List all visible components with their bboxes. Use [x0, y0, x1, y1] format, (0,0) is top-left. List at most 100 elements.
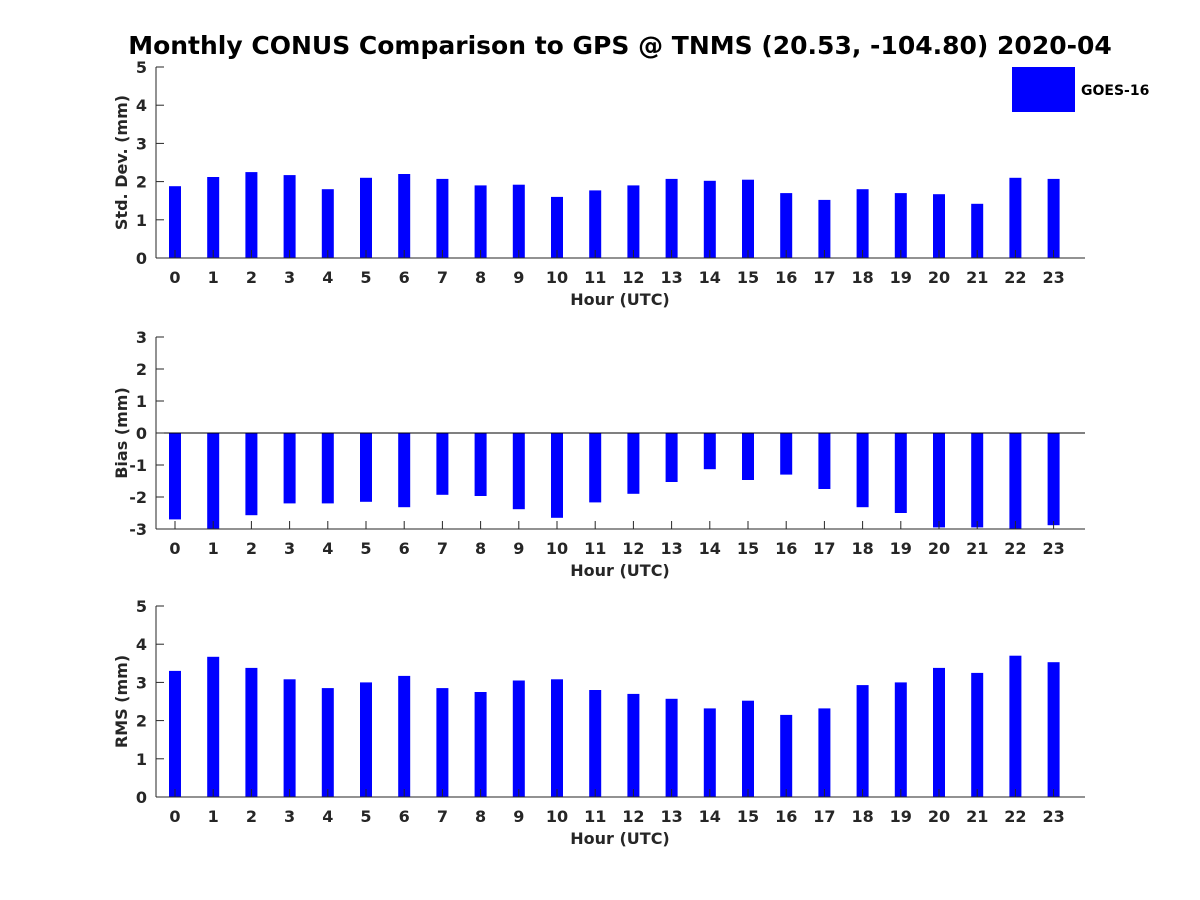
bar-std-dev-hour-10	[551, 196, 563, 258]
bar-rms-hour-15	[742, 700, 754, 797]
y-tick-label-bias: -1	[129, 456, 147, 475]
bar-bias-hour-14	[703, 433, 716, 470]
x-tick-label-bias: 7	[437, 539, 448, 558]
bar-bias-hour-22	[1009, 433, 1022, 529]
y-tick-label-rms: 4	[136, 635, 147, 654]
bar-bias-hour-23	[1047, 433, 1060, 526]
y-tick-label-rms: 5	[136, 597, 147, 616]
bar-rms-hour-11	[589, 690, 602, 797]
bar-std-dev-hour-14	[703, 180, 716, 258]
x-tick-label-std-dev: 13	[660, 268, 682, 287]
x-tick-label-std-dev: 23	[1042, 268, 1064, 287]
x-tick-label-rms: 16	[775, 807, 797, 826]
y-tick-label-bias: -3	[129, 520, 147, 539]
y-axis-title-bias: Bias (mm)	[112, 387, 131, 479]
bar-rms-hour-8	[474, 692, 487, 797]
x-tick-label-bias: 15	[737, 539, 759, 558]
x-tick-label-std-dev: 19	[890, 268, 912, 287]
bar-bias-hour-17	[818, 433, 831, 489]
bar-bias-hour-10	[551, 433, 563, 518]
x-tick-label-std-dev: 18	[851, 268, 873, 287]
bar-bias-hour-11	[589, 433, 602, 503]
x-tick-label-rms: 18	[851, 807, 873, 826]
bar-std-dev-hour-4	[321, 189, 334, 258]
x-tick-label-std-dev: 6	[399, 268, 410, 287]
bar-std-dev-hour-0	[169, 186, 181, 258]
bar-std-dev-hour-9	[512, 184, 525, 258]
bar-rms-hour-17	[818, 708, 831, 797]
y-tick-label-rms: 2	[136, 712, 147, 731]
bar-bias-hour-20	[933, 433, 945, 528]
x-tick-label-std-dev: 20	[928, 268, 950, 287]
x-tick-label-rms: 11	[584, 807, 606, 826]
x-tick-label-rms: 3	[284, 807, 295, 826]
bar-bias-hour-12	[627, 433, 640, 494]
bar-std-dev-hour-7	[436, 178, 449, 258]
x-tick-label-std-dev: 2	[246, 268, 257, 287]
x-tick-label-rms: 20	[928, 807, 950, 826]
bar-rms-hour-23	[1047, 662, 1060, 797]
x-tick-label-std-dev: 9	[513, 268, 524, 287]
x-axis-title-bias: Hour (UTC)	[570, 561, 670, 580]
x-tick-label-std-dev: 15	[737, 268, 759, 287]
x-tick-label-std-dev: 1	[208, 268, 219, 287]
y-tick-label-bias: 1	[136, 392, 147, 411]
y-tick-label-std-dev: 2	[136, 173, 147, 192]
legend-label-goes-16: GOES-16	[1081, 83, 1149, 99]
x-tick-label-bias: 9	[513, 539, 524, 558]
y-tick-label-std-dev: 0	[136, 249, 147, 268]
bar-bias-hour-1	[207, 433, 220, 529]
x-axis-title-rms: Hour (UTC)	[570, 829, 670, 848]
x-tick-label-rms: 17	[813, 807, 835, 826]
bar-rms-hour-1	[207, 656, 220, 797]
bar-rms-hour-12	[627, 693, 640, 797]
x-tick-label-std-dev: 21	[966, 268, 988, 287]
bar-std-dev-hour-16	[780, 193, 793, 258]
chart-title: Monthly CONUS Comparison to GPS @ TNMS (…	[128, 31, 1112, 60]
legend: GOES-16	[1012, 67, 1149, 112]
x-tick-label-std-dev: 7	[437, 268, 448, 287]
x-tick-label-bias: 12	[622, 539, 644, 558]
x-tick-label-rms: 1	[208, 807, 219, 826]
x-tick-label-rms: 7	[437, 807, 448, 826]
x-tick-label-std-dev: 16	[775, 268, 797, 287]
y-tick-label-bias: 3	[136, 328, 147, 347]
legend-swatch-goes-16	[1012, 67, 1075, 112]
x-tick-label-bias: 10	[546, 539, 568, 558]
bar-std-dev-hour-8	[474, 185, 487, 258]
bar-rms-hour-10	[551, 679, 563, 797]
x-tick-label-std-dev: 10	[546, 268, 568, 287]
x-tick-label-rms: 22	[1004, 807, 1026, 826]
bar-std-dev-hour-23	[1047, 178, 1060, 258]
bar-rms-hour-19	[894, 682, 907, 797]
y-tick-label-bias: -2	[129, 488, 147, 507]
x-tick-label-rms: 19	[890, 807, 912, 826]
x-tick-label-std-dev: 12	[622, 268, 644, 287]
y-tick-label-bias: 0	[136, 424, 147, 443]
bar-rms-hour-16	[780, 714, 793, 797]
bar-bias-hour-9	[512, 433, 525, 510]
x-tick-label-bias: 17	[813, 539, 835, 558]
bar-std-dev-hour-22	[1009, 177, 1022, 258]
x-tick-label-bias: 11	[584, 539, 606, 558]
x-tick-label-bias: 4	[322, 539, 333, 558]
bar-rms-hour-4	[321, 688, 334, 797]
bar-bias-hour-8	[474, 433, 487, 496]
x-tick-label-rms: 8	[475, 807, 486, 826]
x-tick-label-bias: 20	[928, 539, 950, 558]
x-tick-label-rms: 14	[699, 807, 721, 826]
x-tick-label-bias: 0	[169, 539, 180, 558]
x-tick-label-bias: 13	[660, 539, 682, 558]
bar-std-dev-hour-13	[665, 178, 678, 258]
x-tick-label-bias: 6	[399, 539, 410, 558]
bar-rms-hour-14	[703, 708, 716, 797]
bar-bias-hour-13	[665, 433, 678, 482]
bar-std-dev-hour-19	[894, 193, 907, 258]
bar-std-dev-hour-2	[245, 172, 258, 258]
x-tick-label-bias: 1	[208, 539, 219, 558]
